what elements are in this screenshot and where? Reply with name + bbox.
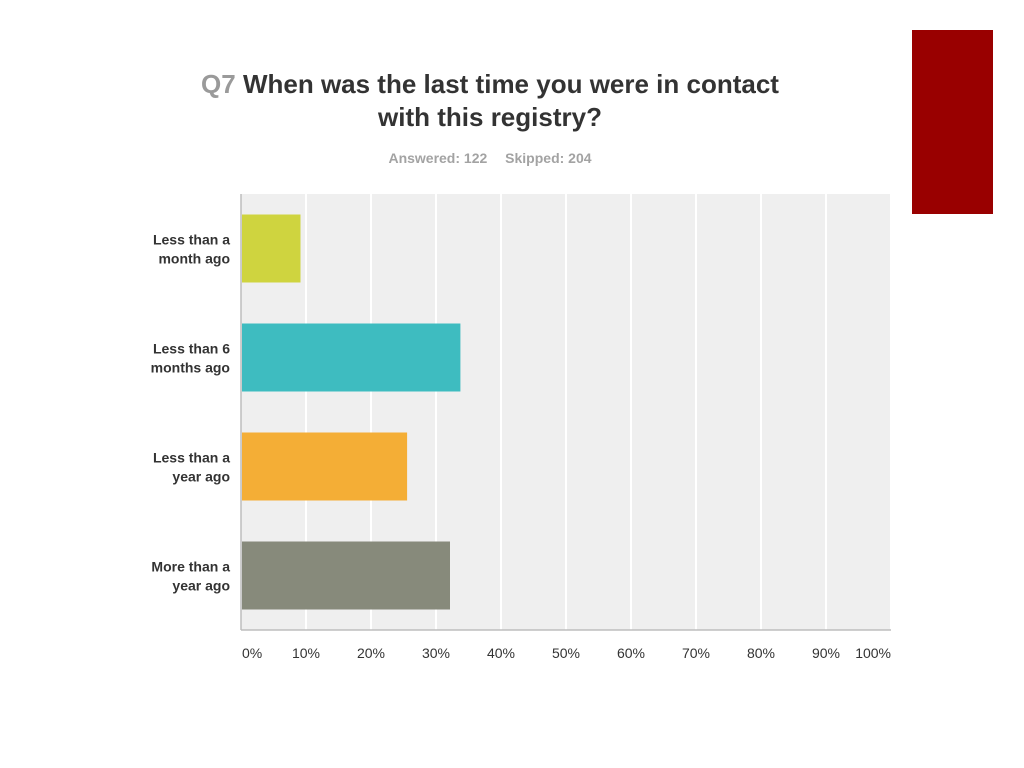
question-number: Q7 [201,69,236,99]
x-tick-label: 100% [855,645,891,661]
skipped-count: Skipped: 204 [505,150,592,166]
category-label: Less than a year ago [153,450,230,485]
response-stats: Answered: 122 Skipped: 204 [190,150,790,166]
category-label: Less than a month ago [153,232,230,267]
question-text: When was the last time you were in conta… [242,69,779,132]
bar [242,214,301,283]
x-tick-label: 10% [292,645,320,661]
category-label: Less than 6 months ago [151,341,231,376]
answered-count: Answered: 122 [388,150,488,166]
x-tick-label: 90% [812,645,840,661]
accent-block [912,30,993,214]
x-tick-label: 30% [422,645,450,661]
bar [242,541,450,610]
x-tick-label: 20% [357,645,385,661]
x-tick-label: 70% [682,645,710,661]
chart-title: Q7 When was the last time you were in co… [190,68,790,134]
x-tick-label: 80% [747,645,775,661]
x-tick-label: 60% [617,645,645,661]
category-label: More than a year ago [151,559,230,594]
x-tick-label: 0% [242,645,262,661]
x-tick-label: 50% [552,645,580,661]
bar [242,432,408,501]
bar [242,323,461,392]
x-tick-label: 40% [487,645,515,661]
